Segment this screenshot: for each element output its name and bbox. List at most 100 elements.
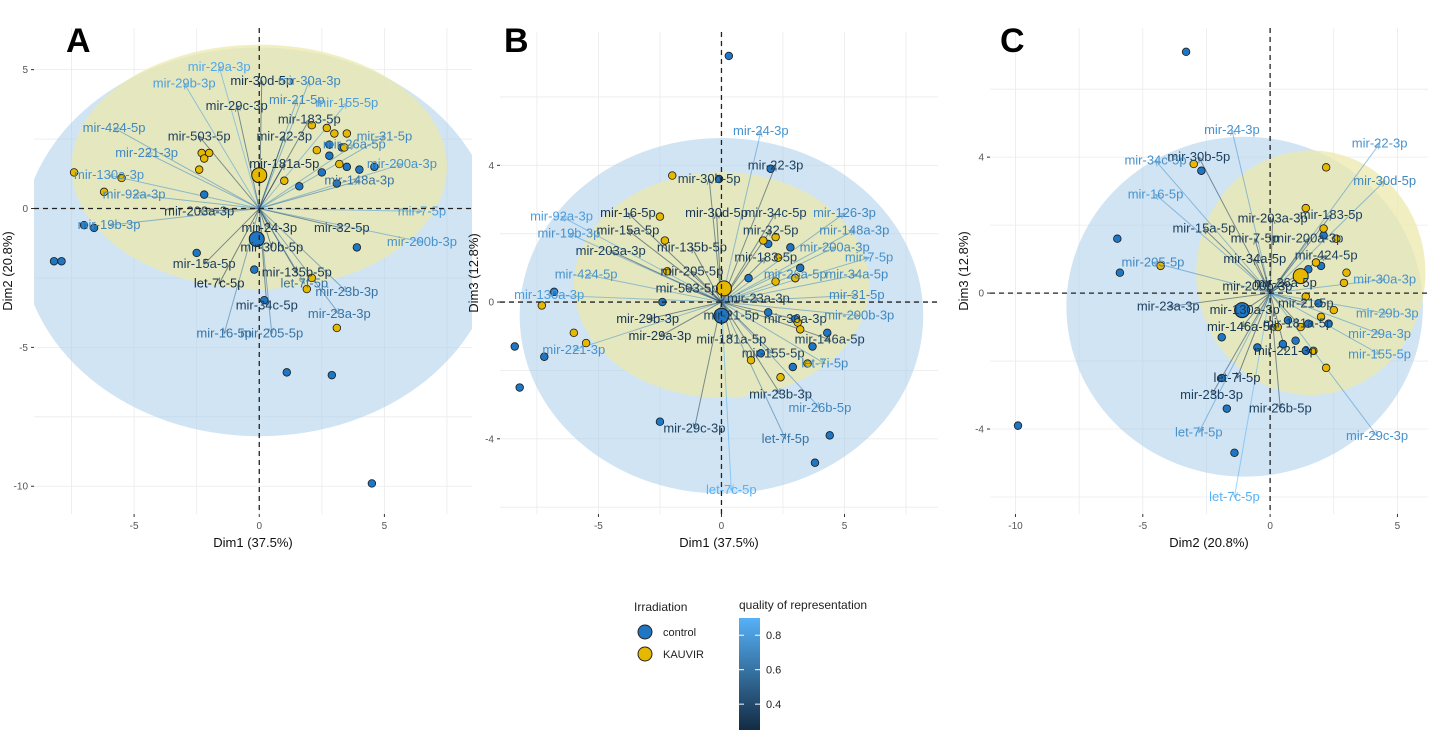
point-control [1013,421,1023,430]
x-tick-label: 0 [719,521,725,532]
loading-arrowhead [850,272,858,279]
loading-label: mir-23a-3p [308,306,371,321]
loading-arrowhead [416,208,424,215]
point-kauvir [1273,322,1282,332]
y-tick-label: -5 [19,343,28,354]
loading-arrow [720,131,762,303]
loading-label: mir-21-5p [1278,295,1334,310]
loading-arrowhead [560,216,568,222]
observation-points [510,51,834,467]
y-tick-label: 4 [488,161,494,172]
point-kauvir [1316,312,1326,322]
point-control [788,362,798,372]
irradiation-legend: Irradiation control KAUVIR [634,600,704,662]
loading-arrows [1151,128,1389,499]
loading-arrowhead [848,229,856,236]
loading-label: mir-29c-3p [663,421,725,436]
loading-arrow [1236,292,1271,379]
point-kauvir [99,187,109,197]
point-control [510,342,519,351]
point-control [796,263,805,273]
loading-label: mir-130a-3p [74,167,144,182]
colorbar-tick-label: 0.4 [766,699,781,711]
loading-arrow [721,229,855,303]
loading-arrowhead [1232,491,1239,499]
point-kauvir [796,325,805,334]
point-control [825,431,834,440]
loading-arrow [1231,129,1271,294]
point-control [317,168,327,177]
y-tick-label: -10 [14,482,29,493]
loading-label: mir-34c-5p [1124,153,1186,168]
point-control [327,370,337,380]
loading-label: mir-29b-3p [616,311,679,326]
loading-arrow [1269,238,1309,294]
loading-label: mir-221-3p [1254,343,1317,358]
loading-label: mir-21-5p [703,308,759,323]
loading-label: mir-34a-5p [825,267,888,282]
loading-label: mir-155-5p [742,345,805,360]
y-tick-label: 4 [978,153,984,164]
loading-arrowhead [851,292,858,299]
point-control [1278,339,1288,349]
point-control [295,182,304,191]
loading-label: let-7i-5p [1214,370,1261,385]
loading-label: mir-16-5p [600,205,656,220]
loading-arrow [1270,292,1388,314]
loading-label: mir-29a-3p [1348,326,1411,341]
loading-arrow [258,208,348,293]
loading-label: mir-23a-3p [727,291,790,306]
loading-label: mir-22-3p [256,128,312,143]
x-tick-label: 0 [256,521,262,532]
point-control [355,165,364,174]
point-control [367,479,377,488]
loading-arrow [258,80,310,209]
loading-label: mir-181a-5p [696,332,766,347]
loading-labels: mir-29a-3p mir-29b-3p mir-30d-5pmir-30a-3p… [74,59,457,341]
loading-arrowhead [1241,321,1248,328]
loading-arrow [146,152,260,209]
loading-arrowhead [1198,426,1204,434]
y-tick-label: -4 [485,434,494,445]
point-kauvir [1321,363,1331,373]
loading-arrow [686,287,722,303]
loading-arrow [627,229,722,303]
ellipse-kauvir [1196,150,1426,396]
point-control [57,257,66,266]
loading-label: mir-200a-3p [1273,231,1343,246]
loading-label: mir-26a-5p [764,267,827,282]
loading-label: mir-30b-5p [678,171,741,186]
loading-label: mir-92a-3p [530,209,593,224]
axes: -5 0 5 -4 0 4 Dim1 (37.5%) Dim3 (12.8%) [466,161,848,550]
loading-arrow [586,274,722,303]
loading-arrow [1155,160,1271,294]
point-control [199,190,209,199]
loading-arrowhead [759,256,767,264]
loading-label: mir-7-5p [845,250,893,265]
loading-arrowhead [1373,329,1381,335]
quality-legend: quality of representation 0.8 0.6 0.4 [739,598,867,730]
point-kauvir [194,165,204,174]
point-control [786,243,795,252]
y-tick-label: 5 [22,65,28,76]
point-control [766,164,775,173]
point-control [1283,316,1293,325]
loading-arrow [1168,292,1271,308]
loading-arrow [258,102,348,209]
loading-arrowhead [727,333,733,341]
panel-a: mir-29a-3p mir-29b-3p mir-30d-5pmir-30a-3p… [0,22,472,550]
point-kauvir [660,236,670,245]
loading-arrowhead [692,422,699,430]
loading-arrow [1233,293,1271,498]
loading-label: mir-205-5p [661,263,724,278]
loading-label: mir-135b-5p [657,239,727,254]
loading-label: let-7f-5p [280,275,328,290]
point-control [540,352,549,361]
loading-arrow [691,247,722,303]
loading-arrowhead [1151,260,1159,267]
x-tick-label: -5 [130,521,139,532]
loading-label: mir-130a-3p [1210,302,1280,317]
loading-arrowhead [341,102,348,109]
